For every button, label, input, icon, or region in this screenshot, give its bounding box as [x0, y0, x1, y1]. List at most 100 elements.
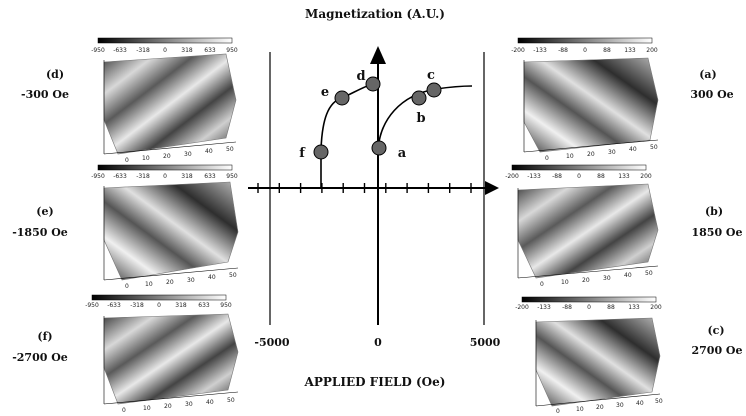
colorbar	[511, 164, 647, 171]
svg-text:0: 0	[122, 407, 126, 414]
svg-text:0: 0	[577, 173, 581, 180]
svg-text:-88: -88	[558, 47, 568, 54]
svg-text:50: 50	[229, 272, 237, 279]
svg-text:20: 20	[164, 403, 172, 410]
svg-text:950: 950	[226, 47, 238, 54]
svg-text:20: 20	[166, 279, 174, 286]
panel-field: -2700 Oe	[12, 351, 68, 364]
svg-text:200: 200	[640, 173, 652, 180]
axis-ticks: 0 10 20 30 40 50	[122, 397, 235, 414]
x-tick-label-neg5000: -5000	[254, 336, 290, 349]
surface-plot	[523, 57, 659, 153]
svg-text:30: 30	[603, 275, 611, 282]
svg-text:133: 133	[624, 47, 636, 54]
colorbar	[517, 37, 653, 44]
svg-text:-950: -950	[91, 173, 105, 180]
colorbar	[521, 296, 657, 303]
svg-text:0: 0	[545, 155, 549, 162]
surface-plot	[517, 183, 659, 279]
svg-text:10: 10	[561, 279, 569, 286]
svg-text:0: 0	[163, 47, 167, 54]
svg-text:200: 200	[650, 304, 662, 311]
svg-text:-200: -200	[515, 304, 529, 311]
svg-text:133: 133	[628, 304, 640, 311]
svg-text:-318: -318	[136, 47, 150, 54]
svg-text:10: 10	[566, 153, 574, 160]
x-tick-label-0: 0	[374, 336, 382, 349]
svg-text:-133: -133	[537, 304, 551, 311]
svg-text:40: 40	[636, 400, 644, 407]
panel-tag: (a)	[699, 68, 717, 81]
colorbar-labels: -200 -133 -88 0 88 133 200	[515, 304, 662, 311]
panel-tag: (f)	[37, 330, 52, 343]
svg-text:10: 10	[143, 405, 151, 412]
curve-point-f: f	[299, 144, 329, 161]
svg-text:f: f	[299, 146, 306, 161]
curve-point-a: a	[371, 140, 407, 161]
panel-tag: (d)	[46, 68, 64, 81]
svg-text:20: 20	[587, 151, 595, 158]
surface-plot	[103, 181, 239, 281]
colorbar	[91, 294, 227, 301]
diagram-title: Magnetization (A.U.)	[305, 7, 445, 21]
svg-text:950: 950	[226, 173, 238, 180]
svg-text:633: 633	[204, 47, 216, 54]
svg-text:0: 0	[157, 302, 161, 309]
x-tick-label-5000: 5000	[470, 336, 501, 349]
svg-text:50: 50	[650, 144, 658, 151]
svg-text:-200: -200	[511, 47, 525, 54]
colorbar	[97, 37, 233, 44]
svg-text:10: 10	[142, 155, 150, 162]
svg-text:950: 950	[220, 302, 232, 309]
svg-text:40: 40	[624, 272, 632, 279]
svg-text:-200: -200	[505, 173, 519, 180]
panel-field: 1850 Oe	[691, 226, 742, 239]
svg-text:-950: -950	[91, 47, 105, 54]
svg-text:20: 20	[596, 404, 604, 411]
axis-ticks: 0 10 20 30 40 50	[556, 398, 663, 415]
svg-text:30: 30	[184, 151, 192, 158]
panel-b: (b) 1850 Oe -200 -133 -88 0 88 133 200 0…	[505, 164, 743, 288]
axis-ticks: 0 10 20 30 40 50	[540, 270, 653, 288]
svg-text:b: b	[416, 111, 425, 126]
svg-text:10: 10	[145, 281, 153, 288]
svg-text:0: 0	[587, 304, 591, 311]
panel-d: (d) -300 Oe -950 -633 -318 0 318 633 950…	[21, 37, 238, 164]
svg-text:-88: -88	[562, 304, 572, 311]
svg-text:88: 88	[603, 47, 611, 54]
panel-field: -300 Oe	[21, 88, 69, 101]
svg-text:20: 20	[582, 277, 590, 284]
colorbar	[97, 164, 233, 171]
axis-ticks: 0 10 20 30 40 50	[545, 144, 658, 162]
panel-c: (c) 2700 Oe -200 -133 -88 0 88 133 200 0…	[515, 296, 743, 415]
svg-text:50: 50	[645, 270, 653, 277]
curve-point-e: e	[321, 85, 350, 106]
axis-ticks: 0 10 20 30 40 50	[125, 146, 234, 164]
svg-text:50: 50	[226, 146, 234, 153]
colorbar-labels: -200 -133 -88 0 88 133 200	[505, 173, 652, 180]
svg-text:88: 88	[607, 304, 615, 311]
surface-plot	[103, 53, 237, 155]
svg-text:318: 318	[181, 47, 193, 54]
panel-field: -1850 Oe	[12, 226, 68, 239]
panel-field: 300 Oe	[690, 88, 733, 101]
svg-text:-88: -88	[552, 173, 562, 180]
x-axis	[248, 181, 499, 195]
svg-text:30: 30	[185, 401, 193, 408]
svg-text:-633: -633	[113, 173, 127, 180]
svg-text:-318: -318	[130, 302, 144, 309]
svg-text:318: 318	[175, 302, 187, 309]
panel-a: (a) 300 Oe -200 -133 -88 0 88 133 200 0 …	[511, 37, 734, 162]
svg-text:0: 0	[163, 173, 167, 180]
surface-plot	[535, 317, 661, 407]
svg-text:20: 20	[163, 153, 171, 160]
panel-f: (f) -2700 Oe -950 -633 -318 0 318 633 95…	[12, 294, 239, 414]
svg-text:633: 633	[204, 173, 216, 180]
svg-text:-633: -633	[113, 47, 127, 54]
svg-text:e: e	[321, 85, 329, 100]
svg-text:0: 0	[125, 283, 129, 290]
panel-tag: (b)	[705, 205, 723, 218]
curve-point-c: c	[426, 68, 442, 98]
x-axis-label: APPLIED FIELD (Oe)	[304, 375, 446, 389]
